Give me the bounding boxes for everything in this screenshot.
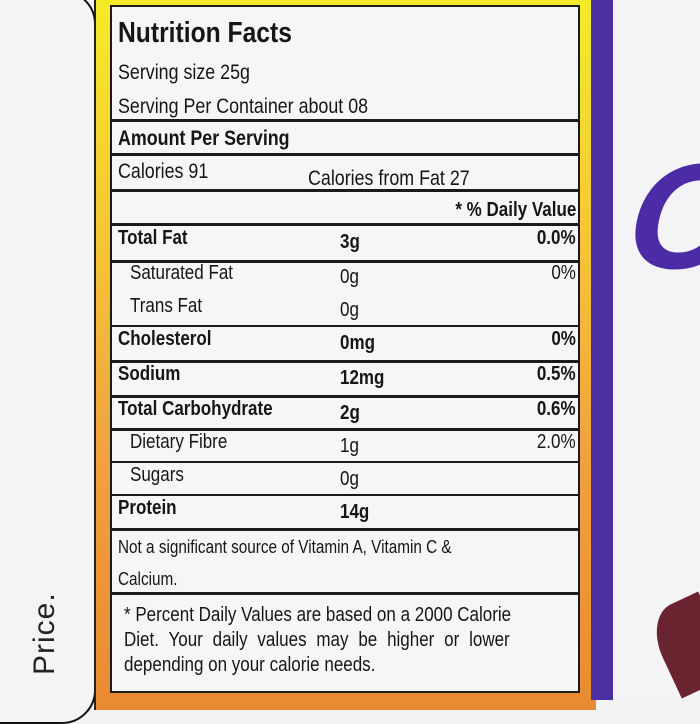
nutrient-daily-value: 0% [551,262,576,284]
nutrient-name: Trans Fat [130,295,203,317]
nutrient-amount: 0g [340,468,359,490]
divider [112,223,578,226]
divider [112,494,578,496]
nutrient-amount: 2g [340,402,360,424]
nutrient-name: Dietary Fibre [130,431,228,453]
divider [112,395,578,398]
nutrient-daily-value: 0% [551,328,576,350]
divider [112,119,578,122]
divider [112,360,578,363]
nutrient-amount: 0g [340,266,359,288]
calories: Calories 91 [118,160,209,183]
amount-per-serving: Amount Per Serving [118,127,290,150]
nutrient-amount: 1g [340,435,359,457]
nutrient-amount: 12mg [340,367,385,389]
divider [112,189,578,192]
nutrient-name: Cholesterol [118,328,212,350]
nutrient-daily-value: 0.5% [537,363,576,385]
divider [112,528,578,531]
brand-area [613,0,700,700]
divider [112,260,578,263]
footnote-line-2: Diet. Your daily values may be higher or… [124,629,510,651]
nutrient-amount: 14g [340,501,370,523]
footnote-line-1: * Percent Daily Values are based on a 20… [124,604,512,626]
nutrient-name: Sugars [130,464,184,486]
nutrient-amount: 0mg [340,332,375,354]
nutrient-name: Protein [118,497,177,519]
purple-stripe [591,0,613,700]
nutrient-amount: 0g [340,299,359,321]
serving-size: Serving size 25g [118,61,250,84]
divider [112,153,578,156]
nutrition-facts-label: Nutrition Facts Serving size 25g Serving… [110,5,580,693]
price-label: Price. [28,592,61,675]
vitamins-note-line-1: Not a significant source of Vitamin A, V… [118,537,452,557]
divider [112,325,578,327]
divider [112,428,578,431]
servings-per-container: Serving Per Container about 08 [118,95,369,118]
nutrient-name: Saturated Fat [130,262,234,284]
vitamins-note-line-2: Calcium. [118,569,178,589]
label-title: Nutrition Facts [118,17,292,49]
nutrient-daily-value: 2.0% [537,431,576,453]
daily-value-header: * % Daily Value [455,199,576,221]
footnote-line-3: depending on your calorie needs. [124,654,376,676]
nutrient-name: Total Carbohydrate [118,398,273,420]
nutrient-name: Total Fat [118,227,188,249]
nutrient-daily-value: 0.6% [537,398,576,420]
calories-from-fat: Calories from Fat 27 [308,167,470,190]
nutrient-amount: 3g [340,231,360,253]
nutrient-name: Sodium [118,363,181,385]
nutrient-daily-value: 0.0% [537,227,576,249]
divider [112,592,578,595]
divider [112,461,578,463]
